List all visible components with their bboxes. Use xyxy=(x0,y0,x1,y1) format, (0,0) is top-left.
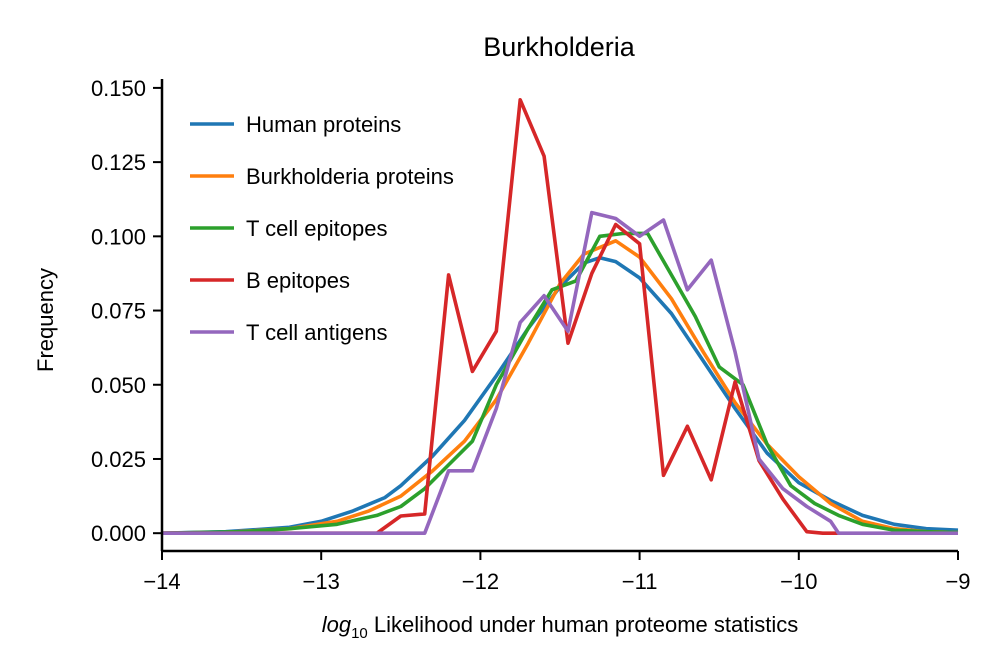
x-tick-label: −10 xyxy=(780,569,817,594)
x-axis-label-subscript: 10 xyxy=(351,625,368,642)
series-layer xyxy=(161,98,959,536)
legend-label-5: T cell antigens xyxy=(246,320,387,345)
y-tick-label: 0.125 xyxy=(91,150,146,175)
y-ticks: 0.000 0.025 0.050 0.075 0.100 0.125 0.150 xyxy=(91,76,162,546)
series-line-4 xyxy=(162,98,839,536)
x-tick-label: −9 xyxy=(945,569,970,594)
y-tick-label: 0.075 xyxy=(91,299,146,324)
y-tick-label: 0.150 xyxy=(91,76,146,101)
x-ticks: −14 −13 −12 −11 −10 −9 xyxy=(143,551,971,594)
legend-label-4: B epitopes xyxy=(246,268,350,293)
series-line-2 xyxy=(161,239,959,535)
y-tick-label: 0.100 xyxy=(91,224,146,249)
x-tick-label: −12 xyxy=(462,569,499,594)
series-line-1 xyxy=(161,255,959,535)
legend: Human proteins Burkholderia proteins T cel… xyxy=(190,112,454,345)
x-tick-label: −13 xyxy=(303,569,340,594)
chart-title: Burkholderia xyxy=(483,32,636,62)
x-tick-label: −11 xyxy=(622,569,658,594)
x-axis-label: log10 Likelihood under human proteome st… xyxy=(322,612,799,642)
legend-label-3: T cell epitopes xyxy=(246,216,387,241)
legend-label-2: Burkholderia proteins xyxy=(246,164,454,189)
series-line-5 xyxy=(162,210,958,536)
x-axis-label-log: log xyxy=(322,612,352,637)
x-axis-label-text: Likelihood under human proteome statisti… xyxy=(368,612,798,637)
legend-label-1: Human proteins xyxy=(246,112,401,137)
y-axis-label: Frequency xyxy=(33,268,58,372)
x-tick-label: −14 xyxy=(143,569,180,594)
y-tick-label: 0.025 xyxy=(91,447,146,472)
y-tick-label: 0.000 xyxy=(91,521,146,546)
y-tick-label: 0.050 xyxy=(91,373,146,398)
